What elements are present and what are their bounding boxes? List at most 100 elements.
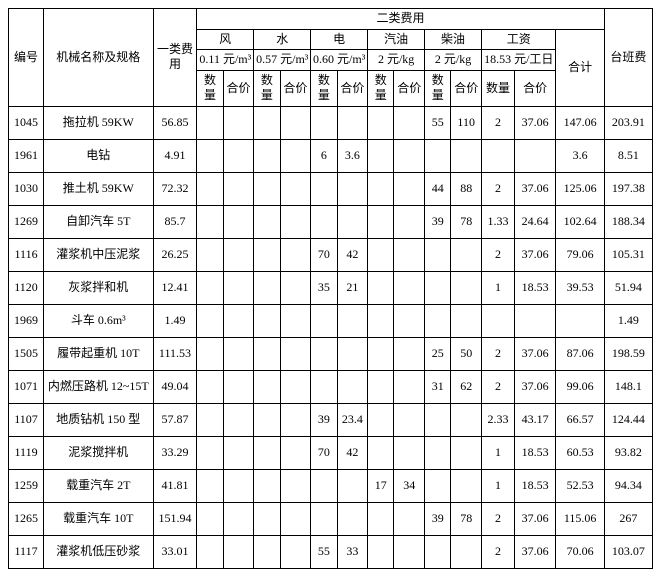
cell-elec_p <box>337 205 368 238</box>
cell-diesel_q: 25 <box>425 337 451 370</box>
cell-gas_p <box>394 403 425 436</box>
cell-diesel_p: 50 <box>451 337 482 370</box>
machinery-cost-table: 编号 机械名称及规格 一类费用 二类费用 台班费 风 水 电 汽油 柴油 工资 … <box>8 8 653 569</box>
cell-wage_p: 18.53 <box>514 436 556 469</box>
cell-gas_q <box>368 139 394 172</box>
table-row: 1269自卸汽车 5T85.739781.3324.64102.64188.34 <box>9 205 653 238</box>
cell-elec_p: 42 <box>337 238 368 271</box>
cell-elec_p <box>337 172 368 205</box>
cell-diesel_p <box>451 304 482 337</box>
cell-cat1: 85.7 <box>153 205 197 238</box>
table-header: 编号 机械名称及规格 一类费用 二类费用 台班费 风 水 电 汽油 柴油 工资 … <box>9 9 653 107</box>
rate-gas: 2 元/kg <box>368 50 425 71</box>
cell-wind_q <box>197 106 223 139</box>
cell-gas_p <box>394 337 425 370</box>
cell-diesel_p: 78 <box>451 205 482 238</box>
cell-total: 99.06 <box>556 370 604 403</box>
cell-diesel_p <box>451 139 482 172</box>
cell-total: 3.6 <box>556 139 604 172</box>
cell-wind_p <box>223 271 254 304</box>
cell-water_p <box>280 304 311 337</box>
cell-wind_p <box>223 436 254 469</box>
cell-wage_p: 37.06 <box>514 337 556 370</box>
cell-wind_q <box>197 436 223 469</box>
qty-label: 数量 <box>197 70 223 106</box>
cell-water_p <box>280 271 311 304</box>
cell-diesel_p <box>451 238 482 271</box>
cell-name: 载重汽车 10T <box>44 502 154 535</box>
cell-id: 1045 <box>9 106 44 139</box>
cell-name: 拖拉机 59KW <box>44 106 154 139</box>
cell-water_p <box>280 502 311 535</box>
cell-gas_q <box>368 370 394 403</box>
cell-total: 102.64 <box>556 205 604 238</box>
cell-water_q <box>254 106 280 139</box>
cell-gas_p <box>394 535 425 568</box>
table-row: 1119泥浆搅拌机33.297042118.5360.5393.82 <box>9 436 653 469</box>
sub-water: 水 <box>254 29 311 50</box>
cell-id: 1071 <box>9 370 44 403</box>
cell-wind_q <box>197 172 223 205</box>
cell-cat1: 1.49 <box>153 304 197 337</box>
cell-elec_q <box>311 370 337 403</box>
cell-wind_p <box>223 502 254 535</box>
cell-shift: 103.07 <box>604 535 652 568</box>
cell-shift: 203.91 <box>604 106 652 139</box>
col-name: 机械名称及规格 <box>44 9 154 107</box>
rate-diesel: 2 元/kg <box>425 50 482 71</box>
cell-id: 1969 <box>9 304 44 337</box>
cell-wage_q: 2 <box>482 337 515 370</box>
cell-wind_p <box>223 403 254 436</box>
cell-wage_p: 24.64 <box>514 205 556 238</box>
cell-shift: 148.1 <box>604 370 652 403</box>
cell-id: 1505 <box>9 337 44 370</box>
cell-shift: 267 <box>604 502 652 535</box>
cell-total: 79.06 <box>556 238 604 271</box>
table-row: 1107地质钻机 150 型57.873923.42.3343.1766.571… <box>9 403 653 436</box>
rate-elec: 0.60 元/m³ <box>311 50 368 71</box>
table-row: 1961电钻4.9163.63.68.51 <box>9 139 653 172</box>
cell-shift: 51.94 <box>604 271 652 304</box>
qty-label: 数量 <box>311 70 337 106</box>
cell-water_p <box>280 370 311 403</box>
cell-wage_q <box>482 304 515 337</box>
cell-water_p <box>280 106 311 139</box>
sub-elec: 电 <box>311 29 368 50</box>
cell-wage_p <box>514 304 556 337</box>
cell-shift: 188.34 <box>604 205 652 238</box>
cell-gas_q <box>368 172 394 205</box>
cell-wind_q <box>197 370 223 403</box>
cell-diesel_q: 39 <box>425 502 451 535</box>
cell-wind_q <box>197 271 223 304</box>
table-row: 1505履带起重机 10T111.532550237.0687.06198.59 <box>9 337 653 370</box>
cell-wind_p <box>223 238 254 271</box>
cell-diesel_q <box>425 139 451 172</box>
cell-wind_p <box>223 304 254 337</box>
cell-cat1: 33.01 <box>153 535 197 568</box>
cell-name: 灌浆机低压砂浆 <box>44 535 154 568</box>
cell-cat1: 151.94 <box>153 502 197 535</box>
cell-total: 60.53 <box>556 436 604 469</box>
sub-wind: 风 <box>197 29 254 50</box>
cell-cat1: 12.41 <box>153 271 197 304</box>
cell-id: 1269 <box>9 205 44 238</box>
cell-gas_q <box>368 238 394 271</box>
cell-wage_q: 2 <box>482 535 515 568</box>
cell-wage_q: 2 <box>482 172 515 205</box>
cell-diesel_p <box>451 535 482 568</box>
cell-shift: 105.31 <box>604 238 652 271</box>
cell-total: 147.06 <box>556 106 604 139</box>
cell-elec_q: 6 <box>311 139 337 172</box>
cell-water_q <box>254 403 280 436</box>
cell-name: 地质钻机 150 型 <box>44 403 154 436</box>
cell-cat1: 4.91 <box>153 139 197 172</box>
cell-elec_q <box>311 172 337 205</box>
cell-diesel_q <box>425 304 451 337</box>
cell-gas_p: 34 <box>394 469 425 502</box>
cell-wage_q: 1 <box>482 469 515 502</box>
cell-id: 1030 <box>9 172 44 205</box>
cell-wage_p: 18.53 <box>514 271 556 304</box>
cell-diesel_p <box>451 436 482 469</box>
cell-wind_q <box>197 304 223 337</box>
cell-elec_q <box>311 469 337 502</box>
